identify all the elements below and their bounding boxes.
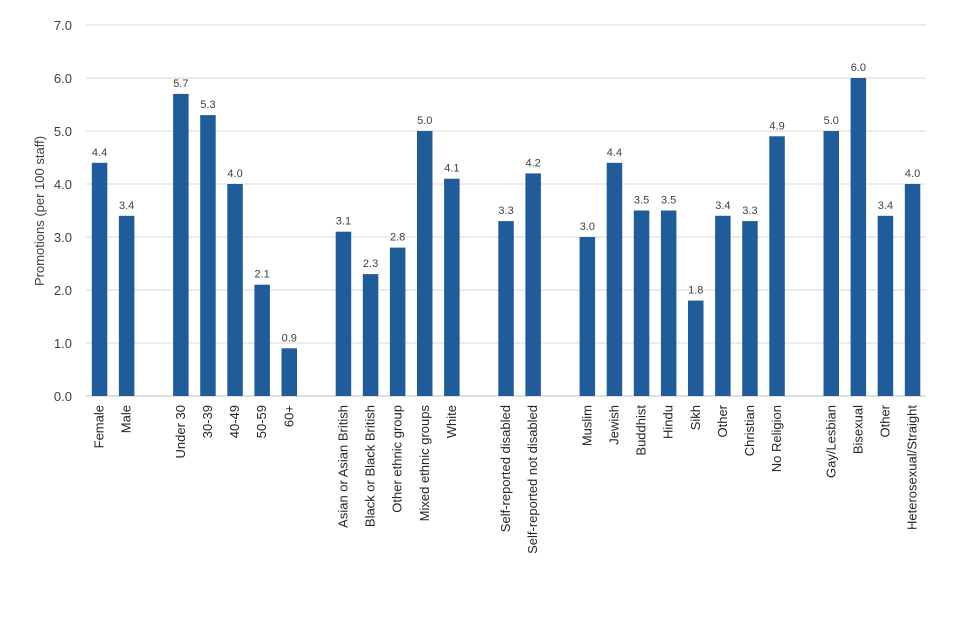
bar [850, 78, 867, 396]
y-tick-label: 5.0 [54, 124, 72, 139]
y-tick-label: 2.0 [54, 283, 72, 298]
bar [606, 162, 623, 396]
bar [281, 348, 297, 396]
data-labels: 4.4 3.4 5.7 5.3 4.0 2.1 0.9 3.1 2.3 2.8 5.0 4.1 3.3 4… [92, 62, 920, 344]
bar [742, 221, 758, 396]
category-label: Gay/Lesbian [823, 405, 838, 478]
data-label: 4.0 [905, 168, 920, 180]
category-label: 50-59 [254, 405, 269, 438]
category-label: Male [119, 405, 134, 433]
data-label: 3.0 [580, 221, 595, 233]
data-label: 4.4 [607, 147, 622, 159]
category-label: Christian [742, 405, 757, 456]
category-labels: Female Male Under 30 30-39 40-49 50-59 60+ Asia… [92, 404, 920, 554]
bar [417, 131, 433, 396]
category-label: No Religion [769, 405, 784, 472]
data-label: 4.1 [444, 163, 459, 175]
category-label: Self-reported disabled [498, 405, 513, 532]
bar [173, 93, 189, 397]
data-label: 5.0 [417, 115, 432, 127]
data-label: 4.0 [227, 168, 242, 180]
category-label: White [444, 405, 459, 438]
data-label: 4.2 [526, 157, 541, 169]
data-label: 4.4 [92, 147, 107, 159]
data-label: 3.4 [878, 200, 893, 212]
y-tick-label: 3.0 [54, 230, 72, 245]
bar [688, 300, 704, 396]
bars [91, 78, 921, 397]
bar [335, 231, 352, 396]
data-label: 3.4 [715, 200, 730, 212]
bar [362, 274, 379, 396]
data-label: 3.5 [661, 195, 676, 207]
category-label: Under 30 [173, 405, 188, 458]
bar [769, 136, 785, 397]
y-axis-ticks: 0.0 1.0 2.0 3.0 4.0 5.0 6.0 7.0 [54, 18, 72, 404]
category-label: Sikh [688, 405, 703, 430]
bar [715, 215, 731, 396]
data-label: 3.4 [119, 200, 134, 212]
category-label: 30-39 [200, 405, 215, 438]
bar [118, 215, 135, 396]
category-label: Female [92, 405, 107, 448]
y-tick-label: 7.0 [54, 18, 72, 33]
data-label: 5.7 [173, 78, 188, 90]
data-label: 3.3 [742, 205, 757, 217]
bar [660, 210, 677, 396]
bar [91, 162, 108, 396]
data-label: 5.0 [824, 115, 839, 127]
category-label: Other [715, 404, 730, 437]
category-label: Hindu [661, 405, 676, 439]
bar [904, 184, 921, 396]
y-tick-label: 6.0 [54, 71, 72, 86]
category-label: Mixed ethnic groups [417, 405, 432, 522]
data-label: 3.3 [498, 205, 513, 217]
y-tick-label: 0.0 [54, 389, 72, 404]
category-label: Asian or Asian British [335, 405, 350, 528]
bar [389, 247, 406, 396]
bar [877, 215, 894, 396]
data-label: 6.0 [851, 62, 866, 74]
category-label: 40-49 [227, 405, 242, 438]
category-label: Muslim [579, 405, 594, 446]
data-label: 4.9 [769, 120, 784, 132]
bar [823, 131, 839, 396]
category-label: Jewish [606, 405, 621, 445]
data-label: 0.9 [282, 332, 297, 344]
bar [633, 210, 650, 396]
bar [200, 115, 216, 396]
bar [444, 178, 460, 396]
bar [254, 284, 270, 396]
category-label: Heterosexual/Straight [905, 405, 920, 530]
data-label: 5.3 [200, 99, 215, 111]
category-label: Buddhist [634, 405, 649, 456]
data-label: 2.1 [255, 269, 270, 281]
data-label: 3.5 [634, 195, 649, 207]
category-label: Other ethnic group [390, 405, 405, 513]
data-label: 1.8 [688, 285, 703, 297]
data-label: 2.3 [363, 258, 378, 270]
y-tick-label: 4.0 [54, 177, 72, 192]
y-tick-label: 1.0 [54, 336, 72, 351]
bar [498, 221, 514, 396]
bar [227, 184, 243, 396]
data-label: 3.1 [336, 216, 351, 228]
category-label: 60+ [281, 405, 296, 427]
category-label: Bisexual [850, 405, 865, 454]
category-label: Self-reported not disabled [525, 405, 540, 554]
category-label: Black or Black British [363, 405, 378, 527]
y-axis-title: Promotions (per 100 staff) [32, 136, 47, 286]
bar [579, 237, 596, 396]
category-label: Other [877, 404, 892, 437]
bar [525, 173, 541, 396]
data-label: 2.8 [390, 232, 405, 244]
